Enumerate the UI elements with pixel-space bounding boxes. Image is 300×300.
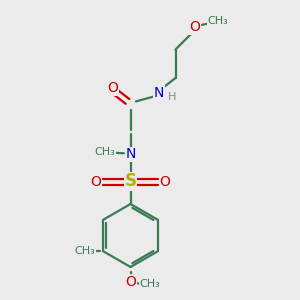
Text: CH₃: CH₃ [207,16,228,26]
Text: O: O [125,275,136,289]
Text: N: N [125,148,136,161]
Text: O: O [160,175,170,188]
Text: CH₃: CH₃ [75,246,96,256]
Text: O: O [190,20,200,34]
Text: CH₃: CH₃ [140,279,160,290]
Text: CH₃: CH₃ [94,147,116,157]
Text: H: H [167,92,176,102]
Text: O: O [107,82,118,95]
Text: S: S [124,172,136,190]
Text: O: O [91,175,101,188]
Text: N: N [154,86,164,100]
